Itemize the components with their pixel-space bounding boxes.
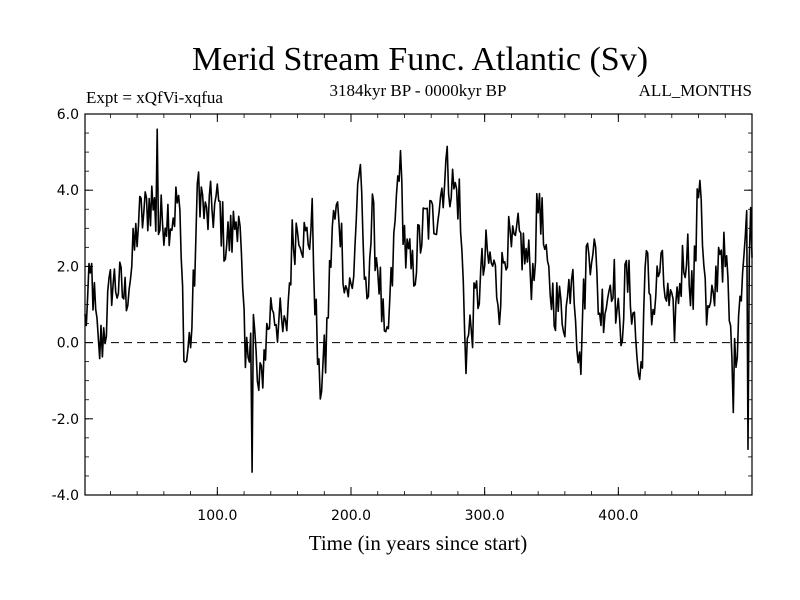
y-tick-label: -4.0 <box>52 488 79 504</box>
y-axis: -4.0 -2.0 0.0 2.0 4.0 6.0 <box>52 107 752 504</box>
y-tick-label: 0.0 <box>57 336 79 352</box>
y-tick-label: 6.0 <box>57 107 79 123</box>
subtitle-left: Expt = xQfVi-xqfua <box>86 88 223 107</box>
x-tick-label: 400.0 <box>598 508 638 524</box>
x-axis-label: Time (in years since start) <box>309 531 528 555</box>
y-tick-label: 2.0 <box>57 259 79 275</box>
subtitle-center: 3184kyr BP - 0000kyr BP <box>330 81 507 100</box>
x-tick-label: 100.0 <box>197 508 237 524</box>
subtitle-right: ALL_MONTHS <box>639 81 752 100</box>
y-tick-label: 4.0 <box>57 183 79 199</box>
x-tick-label: 300.0 <box>465 508 505 524</box>
x-axis: 100.0 200.0 300.0 400.0 <box>109 114 726 524</box>
chart-title: Merid Stream Func. Atlantic (Sv) <box>192 41 648 78</box>
plot-frame <box>84 113 753 496</box>
x-tick-label: 200.0 <box>331 508 371 524</box>
y-tick-label: -2.0 <box>52 412 79 428</box>
series-line <box>84 128 753 473</box>
series-group <box>84 128 753 473</box>
